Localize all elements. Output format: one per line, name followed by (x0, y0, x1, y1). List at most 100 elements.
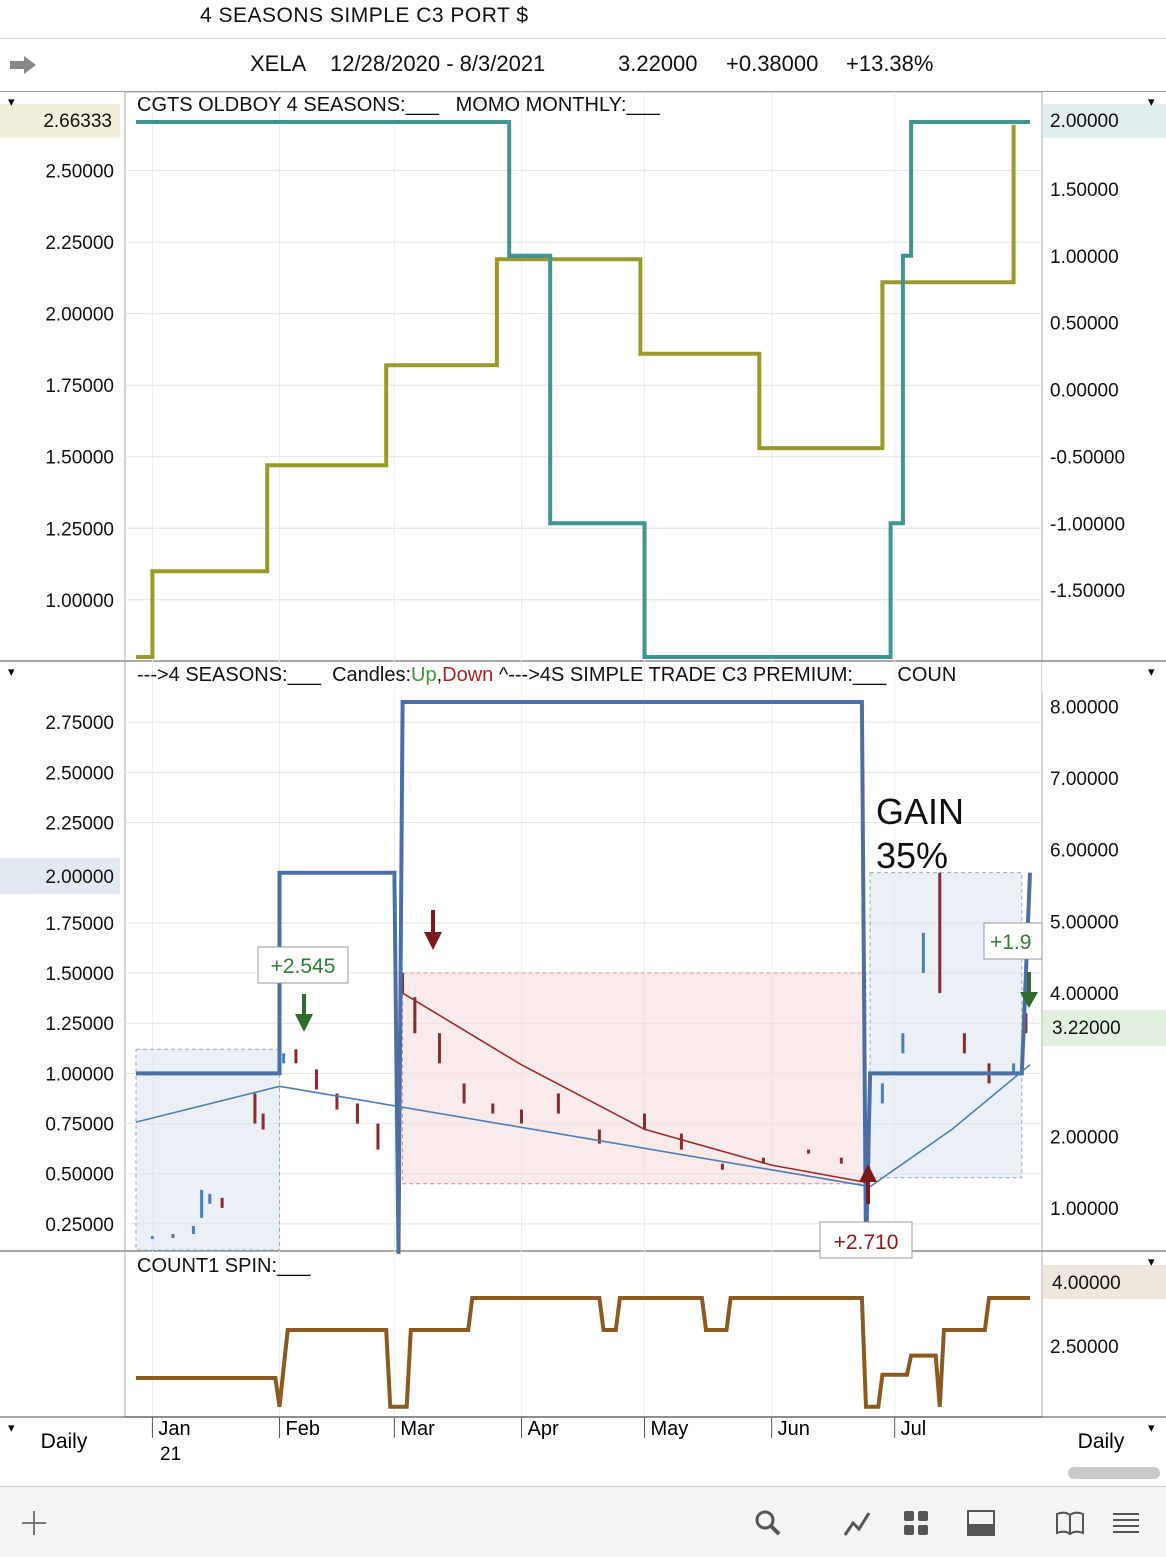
quote-bar: XELA 12/28/2020 - 8/3/2021 3.22000 +0.38… (0, 39, 1166, 92)
x-tick-label: Jun (778, 1418, 810, 1440)
right-tick-label: 6.00000 (1050, 841, 1119, 862)
search-icon[interactable] (752, 1507, 784, 1539)
buy-arrow-aug (1020, 972, 1038, 1008)
left-tick-label: 1.25000 (45, 1014, 114, 1035)
left-tick-label: 0.75000 (45, 1115, 114, 1136)
forward-arrow-icon[interactable] (8, 53, 38, 77)
candle (880, 1083, 884, 1104)
tag-top-left: 2.66333 (0, 104, 120, 138)
shaded-regions (135, 872, 1023, 1251)
quote-change: +0.38000 (726, 51, 819, 76)
series-line-trend-blue- (135, 1064, 1031, 1188)
menu-mark-7[interactable]: ▾ (1148, 1420, 1155, 1435)
right-tick-label: 7.00000 (1050, 769, 1119, 790)
right-tick-label: 1.50000 (1050, 180, 1119, 201)
right-tick-label: -0.50000 (1050, 447, 1125, 468)
year-label: 21 (160, 1444, 181, 1464)
tag-mid-right: 3.22000 (1043, 1010, 1166, 1046)
right-tick-label: 1.00000 (1050, 1199, 1119, 1220)
title-down: Down (442, 664, 493, 686)
right-tick-label: 1.00000 (1050, 247, 1119, 268)
horizontal-scrollbar[interactable] (1068, 1467, 1160, 1479)
buy-arrow-feb (295, 994, 313, 1032)
right-tick-label: 2.50000 (1050, 1337, 1119, 1358)
menu-mark-3[interactable]: ▾ (8, 664, 15, 679)
left-tick-label: 2.25000 (45, 233, 114, 254)
left-tick-label: 2.75000 (45, 713, 114, 734)
candle (191, 1225, 195, 1234)
shaded-region (135, 1048, 281, 1251)
menu-mark-2[interactable]: ▾ (1148, 94, 1155, 109)
candle (962, 1033, 966, 1054)
tag-top-right-text: 2.00000 (1050, 111, 1119, 132)
chart-area[interactable]: CGTS OLDBOY 4 SEASONS:___ MOMO MONTHLY:_… (0, 92, 1166, 1464)
candle (491, 1103, 495, 1114)
left-tick-label: 1.00000 (45, 1064, 114, 1085)
axis-ticks: 2.50000 2.25000 2.00000 1.75000 1.50000 1.250… (45, 162, 1125, 1358)
candle (200, 1189, 204, 1218)
candle (401, 973, 405, 994)
quote-pct: +13.38% (846, 51, 934, 76)
tag-bottom-right: 4.00000 (1043, 1265, 1166, 1299)
top-panel-title: CGTS OLDBOY 4 SEASONS:___ MOMO MONTHLY:_… (137, 94, 661, 116)
right-tick-label: 5.00000 (1050, 912, 1119, 933)
middle-panel-title: --->4 SEASONS:___ Candles:Up,Down ^--->4… (137, 664, 956, 686)
book-icon[interactable] (1054, 1507, 1086, 1539)
right-tick-label: 4.00000 (1050, 984, 1119, 1005)
layout-grid-icon[interactable] (900, 1507, 932, 1539)
candle (253, 1093, 257, 1124)
interval-left[interactable]: Daily (41, 1430, 88, 1453)
candle (462, 1083, 466, 1104)
title-bar: 4 SEASONS SIMPLE C3 PORT $ (0, 0, 1166, 39)
bottom-panel-title: COUNT1 SPIN:___ (137, 1255, 311, 1277)
x-tick-label: Apr (527, 1418, 558, 1440)
series-line-4s-simple-trade-c3-premium (402, 992, 871, 1184)
chart-style-icon[interactable] (842, 1507, 874, 1539)
candle (282, 1053, 286, 1064)
left-tick-label: 1.50000 (45, 964, 114, 985)
candle (839, 1157, 843, 1164)
panel-icon[interactable] (965, 1507, 997, 1539)
quote-symbol: XELA (250, 51, 307, 76)
tag-mid-left: 2.00000 (0, 858, 120, 894)
series-line-4-seasons (136, 700, 1032, 1255)
tag-mid-left-text: 2.00000 (45, 867, 114, 888)
candle (679, 1133, 683, 1150)
add-icon[interactable] (18, 1507, 50, 1539)
menu-mark-4[interactable]: ▾ (1148, 664, 1155, 679)
left-tick-label: 2.00000 (45, 305, 114, 326)
gain-pct-label: 35% (876, 835, 948, 876)
title-part-1: --->4 SEASONS:___ Candles: (137, 664, 411, 686)
interval-right[interactable]: Daily (1078, 1430, 1125, 1453)
candle (807, 1149, 811, 1154)
menu-icon[interactable] (1110, 1507, 1142, 1539)
x-axis: Jan Feb Mar Apr May Jun Jul (125, 1416, 1042, 1440)
title-part-2: ^--->4S SIMPLE TRADE C3 PREMIUM:___ COUN (493, 664, 956, 686)
menu-mark-1[interactable]: ▾ (8, 94, 15, 109)
tag-top-left-text: 2.66333 (43, 111, 112, 132)
axis-mask (1042, 662, 1166, 692)
candle (1024, 1013, 1028, 1034)
candle (261, 1113, 265, 1130)
menu-mark-5[interactable]: ▾ (1148, 1254, 1155, 1269)
annotation-gain-2545: +2.545 (257, 946, 349, 984)
quote-range: 12/28/2020 - 8/3/2021 (330, 51, 546, 76)
candle (314, 1069, 318, 1090)
menu-mark-6[interactable]: ▾ (8, 1420, 15, 1435)
x-tick-label: Jan (158, 1418, 190, 1440)
x-tick-label: May (651, 1418, 689, 1440)
x-tick-label: Mar (400, 1418, 435, 1440)
candle (901, 1033, 905, 1054)
right-tick-label: 2.00000 (1050, 1127, 1119, 1148)
x-tick-label: Jul (901, 1418, 927, 1440)
gain-label: GAIN (876, 791, 964, 832)
sell-arrow-mar (424, 910, 442, 950)
left-tick-label: 0.25000 (45, 1215, 114, 1236)
right-tick-label: -1.50000 (1050, 581, 1125, 602)
candle (519, 1109, 523, 1124)
left-tick-label: 0.50000 (45, 1165, 114, 1186)
annotation-gain-2710: +2.710 (819, 1221, 913, 1259)
shaded-region (402, 972, 867, 1185)
window-title: 4 SEASONS SIMPLE C3 PORT $ (200, 4, 529, 27)
title-comma: , (437, 664, 443, 686)
